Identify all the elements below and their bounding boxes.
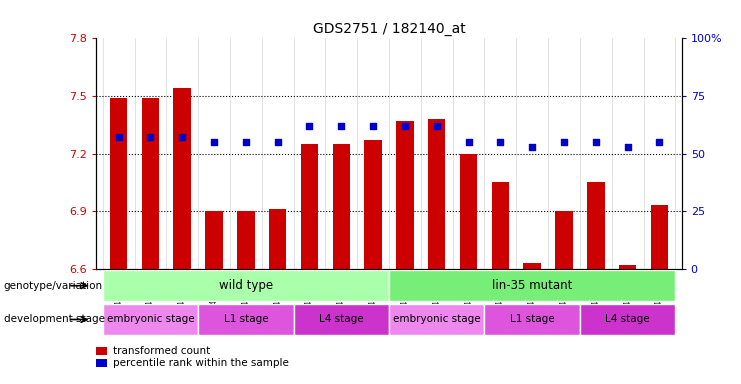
Bar [142, 98, 159, 269]
Point [526, 144, 538, 150]
Point [654, 139, 665, 145]
Bar [103, 304, 198, 335]
Title: GDS2751 / 182140_at: GDS2751 / 182140_at [313, 22, 465, 36]
Point [590, 139, 602, 145]
Point [558, 139, 570, 145]
Point [336, 123, 348, 129]
Text: L1 stage: L1 stage [510, 314, 554, 324]
Bar [460, 154, 477, 269]
Point [304, 123, 316, 129]
Bar [396, 121, 413, 269]
Bar [173, 88, 191, 269]
Bar [428, 119, 445, 269]
Point [240, 139, 252, 145]
Point [272, 139, 284, 145]
Bar [587, 182, 605, 269]
Text: lin-35 mutant: lin-35 mutant [492, 279, 572, 292]
Text: percentile rank within the sample: percentile rank within the sample [113, 358, 288, 368]
Point [208, 139, 220, 145]
Point [144, 134, 156, 141]
Bar [389, 304, 485, 335]
Point [368, 123, 379, 129]
Text: development stage: development stage [4, 314, 104, 324]
Bar [485, 304, 580, 335]
Point [494, 139, 506, 145]
Text: transformed count: transformed count [113, 346, 210, 356]
Text: L4 stage: L4 stage [319, 314, 364, 324]
Point [431, 123, 442, 129]
Point [176, 134, 188, 141]
Bar [269, 209, 287, 269]
Bar [205, 211, 223, 269]
Bar [365, 140, 382, 269]
Bar [333, 144, 350, 269]
Text: L1 stage: L1 stage [224, 314, 268, 324]
Bar [301, 144, 318, 269]
Bar [198, 304, 293, 335]
Bar [651, 205, 668, 269]
Bar [580, 304, 675, 335]
Bar [293, 304, 389, 335]
Bar [110, 98, 127, 269]
Text: wild type: wild type [219, 279, 273, 292]
Bar [491, 182, 509, 269]
Bar [237, 211, 255, 269]
Point [113, 134, 124, 141]
Point [462, 139, 474, 145]
Point [399, 123, 411, 129]
Bar [389, 270, 675, 301]
Text: genotype/variation: genotype/variation [4, 281, 103, 291]
Point [622, 144, 634, 150]
Text: embryonic stage: embryonic stage [107, 314, 194, 324]
Bar [619, 265, 637, 269]
Bar [523, 263, 541, 269]
Text: L4 stage: L4 stage [605, 314, 650, 324]
Bar [555, 211, 573, 269]
Bar [103, 270, 389, 301]
Text: embryonic stage: embryonic stage [393, 314, 481, 324]
